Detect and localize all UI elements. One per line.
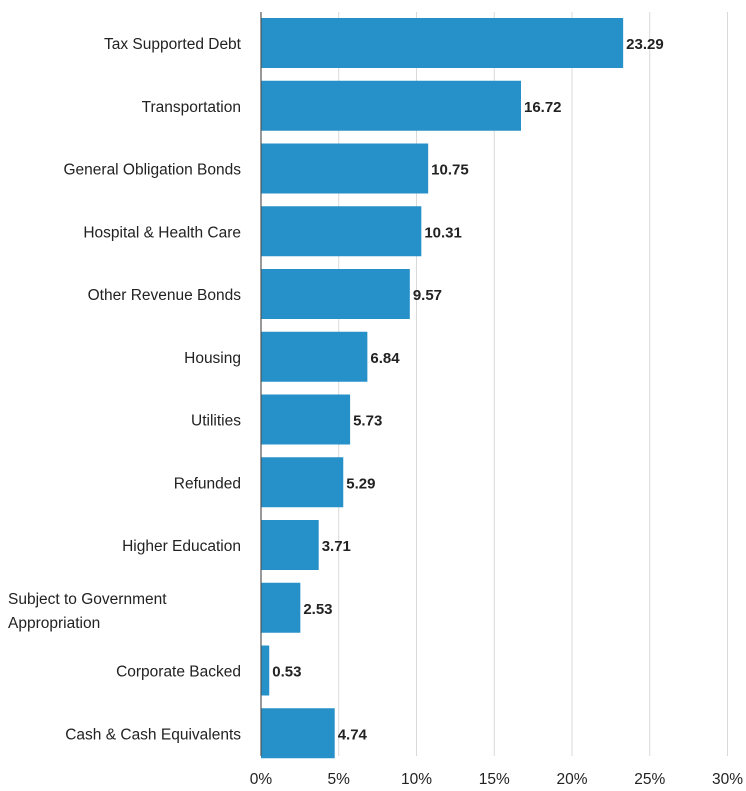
value-label-higher-education: 3.71 — [322, 538, 351, 555]
category-label-transportation: Transportation — [142, 99, 241, 116]
bar-transportation — [261, 80, 521, 131]
x-tick-label-25: 25% — [634, 771, 665, 788]
bar-general-obligation-bonds — [261, 143, 429, 194]
bar-utilities — [261, 394, 351, 445]
bar-tax-supported-debt — [261, 18, 624, 68]
value-label-housing: 6.84 — [370, 350, 400, 367]
category-labels: Tax Supported Debt Transportation General … — [8, 36, 242, 743]
x-tick-label-20: 20% — [556, 771, 587, 788]
category-label-housing: Housing — [184, 350, 241, 367]
x-tick-label-15: 15% — [479, 771, 510, 788]
category-label-other-revenue-bonds: Other Revenue Bonds — [88, 287, 242, 304]
x-tick-label-30: 30% — [712, 771, 743, 788]
category-label-refunded: Refunded — [174, 475, 241, 492]
x-tick-label-5: 5% — [328, 771, 351, 788]
value-label-cash-and-cash-equivalents: 4.74 — [338, 726, 368, 743]
bar-higher-education — [261, 520, 319, 570]
category-label-general-obligation-bonds: General Obligation Bonds — [63, 162, 241, 179]
value-label-subject-to-government-appropriation: 2.53 — [303, 601, 332, 618]
category-label-hospital-and-health-care: Hospital & Health Care — [83, 224, 241, 241]
x-tick-label-0: 0% — [250, 771, 273, 788]
category-label-subject-to-government-appropriation: Subject to Government Appropriation — [8, 591, 167, 632]
value-label-tax-supported-debt: 23.29 — [626, 36, 664, 53]
value-label-general-obligation-bonds: 10.75 — [431, 162, 469, 179]
bar-corporate-backed — [261, 645, 270, 696]
value-labels: 23.29 16.72 10.75 10.31 9.57 6.84 5.73 5.29 3.71… — [272, 36, 663, 743]
category-label-cash-and-cash-equivalents: Cash & Cash Equivalents — [65, 726, 241, 743]
category-label-corporate-backed: Corporate Backed — [116, 664, 241, 681]
bar-hospital-and-health-care — [261, 206, 422, 257]
x-tick-label-10: 10% — [401, 771, 432, 788]
category-label-utilities: Utilities — [191, 413, 241, 430]
bar-subject-to-government-appropriation — [261, 582, 301, 633]
bar-refunded — [261, 457, 344, 508]
value-label-corporate-backed: 0.53 — [272, 664, 301, 681]
grid-lines — [338, 12, 728, 756]
x-axis-ticks: 0% 5% 10% 15% 20% 25% 30% — [250, 771, 743, 788]
value-label-hospital-and-health-care: 10.31 — [424, 224, 462, 241]
category-label-higher-education: Higher Education — [122, 538, 241, 555]
value-label-utilities: 5.73 — [353, 413, 382, 430]
category-label-tax-supported-debt: Tax Supported Debt — [104, 36, 242, 53]
value-label-refunded: 5.29 — [346, 475, 375, 492]
bar-cash-and-cash-equivalents — [261, 708, 335, 759]
bars — [261, 18, 624, 759]
value-label-other-revenue-bonds: 9.57 — [413, 287, 442, 304]
value-label-transportation: 16.72 — [524, 99, 562, 116]
bar-housing — [261, 331, 368, 382]
bar-other-revenue-bonds — [261, 269, 410, 319]
